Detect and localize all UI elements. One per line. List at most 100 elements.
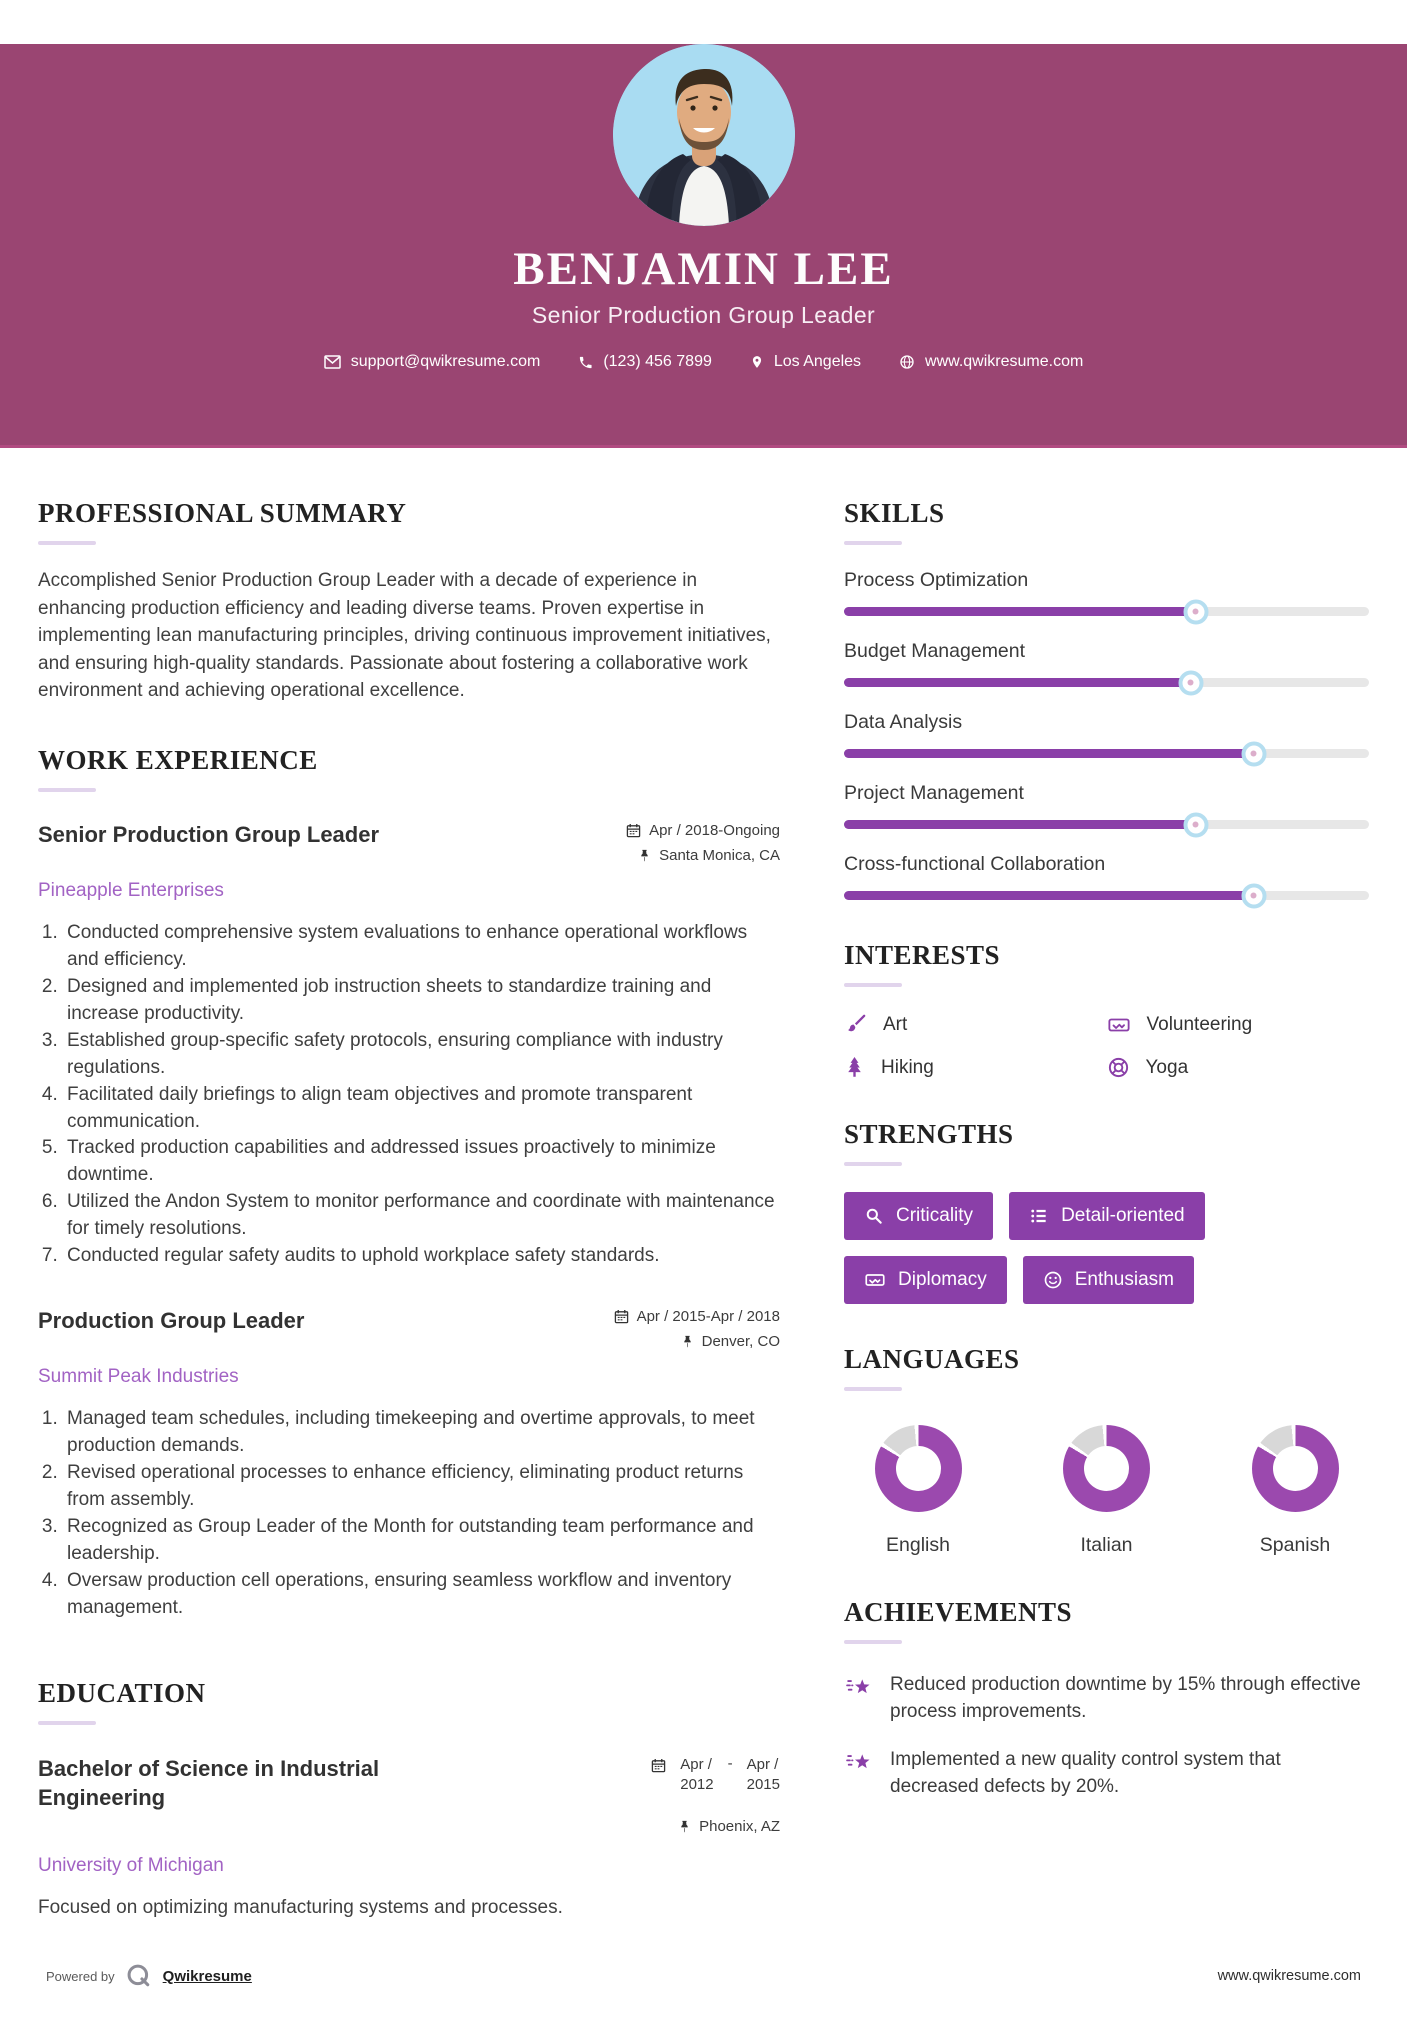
smiley-icon — [1044, 1271, 1062, 1289]
strengths-heading: STRENGTHS — [844, 1119, 1014, 1149]
interest-label: Art — [883, 1013, 908, 1035]
phone-icon — [580, 356, 592, 368]
contact-location: Los Angeles — [750, 353, 861, 371]
language-name: Italian — [1080, 1534, 1133, 1556]
skill-slider[interactable] — [844, 741, 1369, 766]
experience-heading: WORK EXPERIENCE — [38, 744, 318, 775]
strength-label: Detail-oriented — [1061, 1205, 1185, 1226]
slider-knob[interactable] — [1241, 741, 1266, 766]
strength-badge-enthusiasm[interactable]: Enthusiasm — [1022, 1256, 1194, 1304]
interest-label: Yoga — [1145, 1056, 1189, 1078]
skill-fill — [844, 678, 1191, 687]
job-title: Senior Production Group Leader — [38, 821, 380, 847]
strength-badge-criticality[interactable]: Criticality — [844, 1192, 994, 1240]
page-footer: Powered by Qwikresume www.qwikresume.com — [0, 1962, 1407, 1990]
skill-row: Data Analysis — [844, 711, 1369, 766]
right-column: SKILLS Process Optimization Budget Manag… — [844, 498, 1369, 1919]
strengths-list: Criticality Detail-oriented Diplomacy — [844, 1192, 1369, 1304]
achievement-text: Reduced production downtime by 15% throu… — [890, 1674, 1361, 1722]
education-date-end: Apr / 2015 — [746, 1756, 780, 1794]
heading-rule — [844, 983, 902, 987]
section-interests: INTERESTS Art Volunteering — [844, 940, 1369, 1079]
slider-knob[interactable] — [1183, 812, 1209, 837]
skill-name: Process Optimization — [844, 569, 1029, 591]
heading-rule — [844, 541, 902, 545]
language-name: Spanish — [1259, 1534, 1331, 1556]
interests-grid: Art Volunteering Hiking — [844, 1013, 1369, 1079]
interest-item: Volunteering — [1107, 1013, 1370, 1036]
strength-badge-diplomacy[interactable]: Diplomacy — [844, 1256, 1007, 1304]
skill-slider[interactable] — [844, 812, 1369, 837]
slider-knob[interactable] — [1241, 883, 1266, 908]
skill-name: Project Management — [844, 782, 1024, 804]
company-name[interactable]: Summit Peak Industries — [38, 1366, 239, 1388]
candidate-title: Senior Production Group Leader — [531, 302, 876, 328]
skill-row: Cross-functional Collaboration — [844, 853, 1369, 908]
job-dates: Apr / 2015-Apr / 2018 — [636, 1308, 780, 1326]
left-column: PROFESSIONAL SUMMARY Accomplished Senior… — [38, 498, 780, 1919]
languages-heading: LANGUAGES — [844, 1344, 1020, 1374]
skill-fill — [844, 607, 1196, 616]
strength-badge-detail-oriented[interactable]: Detail-oriented — [1009, 1192, 1205, 1240]
footer-url[interactable]: www.qwikresume.com — [1217, 1968, 1361, 1984]
envelope-icon — [323, 355, 341, 369]
contact-website[interactable]: www.qwikresume.com — [899, 353, 1083, 371]
contact-phone-text: (123) 456 7899 — [603, 353, 712, 370]
footer-branding: Powered by Qwikresume — [46, 1962, 252, 1990]
powered-by-text: Powered by — [46, 1968, 115, 1984]
interest-item: Yoga — [1107, 1056, 1370, 1079]
education-entry: Bachelor of Science in Industrial Engine… — [38, 1755, 780, 1919]
heading-rule — [38, 1721, 96, 1726]
slider-knob[interactable] — [1183, 599, 1209, 624]
resume-body: PROFESSIONAL SUMMARY Accomplished Senior… — [0, 448, 1407, 1919]
company-name[interactable]: Pineapple Enterprises — [38, 879, 224, 901]
interest-item: Hiking — [844, 1056, 1107, 1079]
pushpin-icon — [681, 1820, 688, 1833]
calendar-icon — [626, 823, 641, 837]
qwikresume-logo-icon — [127, 1964, 149, 1987]
job-bullet: Utilized the Andon System to monitor per… — [63, 1189, 780, 1243]
map-pin-icon — [752, 356, 761, 368]
achievement-item: Reduced production downtime by 15% throu… — [844, 1672, 1369, 1725]
language-item: Spanish — [1235, 1425, 1355, 1557]
calendar-icon — [652, 1759, 666, 1773]
qwikresume-link[interactable]: Qwikresume — [162, 1967, 252, 1985]
resume-header: BENJAMIN LEE Senior Production Group Lea… — [0, 44, 1407, 448]
achievement-text: Implemented a new quality control system… — [890, 1749, 1281, 1797]
achievements-list: Reduced production downtime by 15% throu… — [844, 1672, 1369, 1800]
job-title: Production Group Leader — [38, 1308, 305, 1334]
tree-icon — [848, 1057, 861, 1077]
strength-label: Enthusiasm — [1074, 1269, 1174, 1290]
interest-label: Volunteering — [1146, 1013, 1253, 1035]
contact-location-text: Los Angeles — [773, 353, 862, 370]
job-location: Denver, CO — [701, 1333, 780, 1351]
education-date-start: Apr / 2012 — [680, 1756, 714, 1794]
strength-label: Criticality — [896, 1205, 974, 1226]
job-bullet: Oversaw production cell operations, ensu… — [63, 1568, 780, 1622]
heading-rule — [844, 1640, 902, 1644]
skill-slider[interactable] — [844, 670, 1369, 695]
job-meta: Apr / 2018-Ongoing Santa Monica, CA — [605, 822, 780, 872]
pushpin-icon — [641, 849, 648, 862]
handshake-icon — [1107, 1018, 1130, 1031]
portrait-illustration — [612, 44, 795, 226]
slider-knob[interactable] — [1178, 670, 1203, 695]
job-bullets: Managed team schedules, including timeke… — [38, 1406, 780, 1622]
school-name[interactable]: University of Michigan — [38, 1854, 224, 1876]
skill-row: Project Management — [844, 782, 1369, 837]
section-professional-summary: PROFESSIONAL SUMMARY Accomplished Senior… — [38, 498, 780, 705]
section-languages: LANGUAGES English Italian Spanish — [844, 1344, 1369, 1557]
candidate-name: BENJAMIN LEE — [513, 243, 894, 295]
job-bullet: Managed team schedules, including timeke… — [63, 1406, 780, 1460]
job-location: Santa Monica, CA — [659, 846, 780, 864]
job-dates: Apr / 2018-Ongoing — [649, 821, 780, 839]
education-location: Phoenix, AZ — [699, 1817, 780, 1835]
shooting-star-icon — [846, 1679, 870, 1694]
skills-heading: SKILLS — [844, 498, 945, 528]
contact-email[interactable]: support@qwikresume.com — [323, 353, 540, 371]
section-strengths: STRENGTHS Criticality Detail-oriented — [844, 1119, 1369, 1304]
skill-slider[interactable] — [844, 599, 1369, 624]
job-meta: Apr / 2015-Apr / 2018 Denver, CO — [605, 1308, 780, 1358]
lifebuoy-icon — [1108, 1057, 1128, 1078]
skill-slider[interactable] — [844, 883, 1369, 908]
